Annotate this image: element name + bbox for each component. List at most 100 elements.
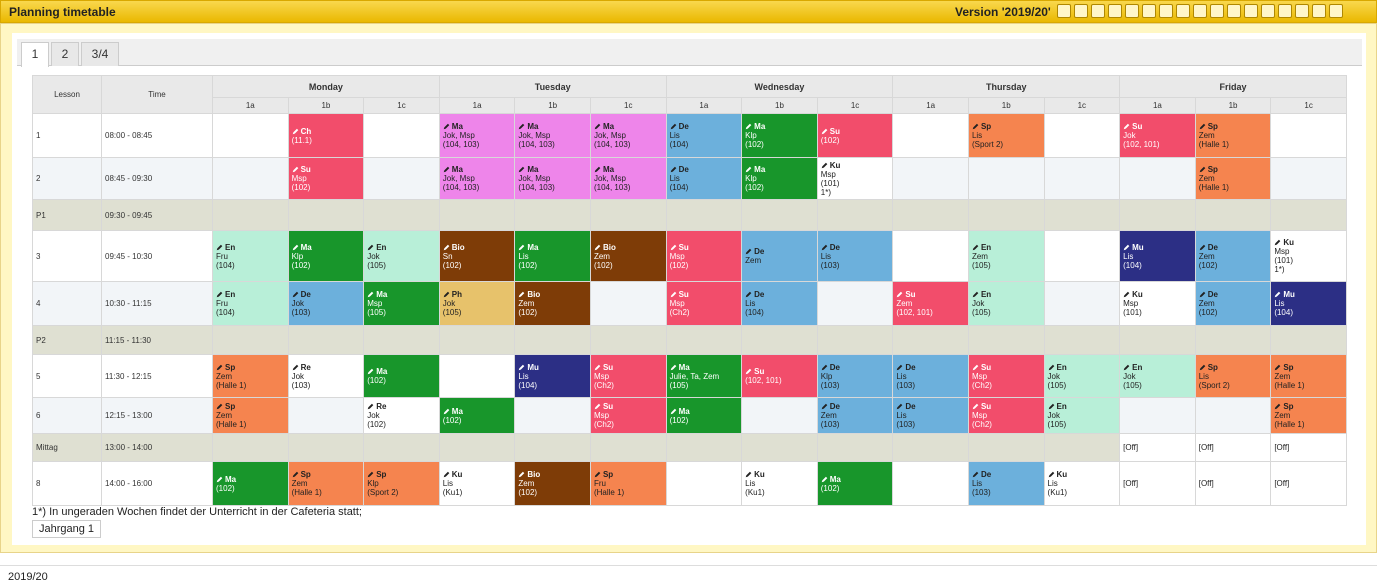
lesson-cell[interactable]: Sp Zem (Halle 1) (287, 461, 365, 506)
lesson-cell[interactable]: Mu Lis (104) (1119, 230, 1196, 282)
lesson-cell[interactable]: Ma Klp (102) (741, 157, 818, 200)
tool-button[interactable] (1091, 4, 1105, 18)
tool-button[interactable] (1295, 4, 1309, 18)
lesson-cell[interactable]: En Fru (104) (212, 230, 289, 282)
lesson-cell[interactable]: Ch (11.1) (287, 113, 365, 158)
lesson-cell[interactable]: En Jok (105) (1043, 397, 1121, 434)
lesson-cell[interactable]: En Fru (104) (212, 281, 289, 326)
lesson-cell[interactable]: Ma Jok, Msp (104, 103) (589, 157, 667, 200)
lesson-cell[interactable]: De Klp (103) (816, 354, 894, 398)
lesson-cell[interactable]: Sp Lis (Sport 2) (967, 113, 1045, 158)
lesson-cell[interactable]: Ku Msp (101) 1*) (816, 157, 894, 200)
lesson-cell[interactable]: Su Zem (102, 101) (892, 281, 969, 326)
tab[interactable]: 2 (51, 42, 79, 66)
lesson-cell[interactable]: De Lis (104) (665, 113, 743, 158)
tool-button[interactable] (1159, 4, 1173, 18)
tool-button[interactable] (1125, 4, 1139, 18)
lesson-cell[interactable]: Ma (102) (363, 354, 440, 398)
lesson-cell[interactable]: De Zem (741, 230, 818, 282)
lesson-cell[interactable]: De Lis (103) (892, 354, 969, 398)
class-button[interactable]: Jahrgang 1 (32, 520, 102, 538)
lesson-cell[interactable]: Ma (102) (665, 397, 743, 434)
lesson-cell[interactable]: Ku Lis (Ku1) (438, 461, 516, 506)
lesson-cell[interactable]: [Off] (1119, 433, 1196, 462)
lesson-cell[interactable]: Su (102, 101) (741, 354, 818, 398)
lesson-cell[interactable]: De Zem (102) (1194, 281, 1272, 326)
tool-button[interactable] (1278, 4, 1292, 18)
tool-button[interactable] (1193, 4, 1207, 18)
lesson-cell[interactable]: Ku Lis (Ku1) (1043, 461, 1121, 506)
lesson-cell[interactable]: Ma Jok, Msp (104, 103) (514, 113, 591, 158)
tool-button[interactable] (1074, 4, 1088, 18)
lesson-cell[interactable]: Su Jok (102, 101) (1119, 113, 1196, 158)
tool-button[interactable] (1057, 4, 1071, 18)
lesson-cell[interactable]: Ma Jok, Msp (104, 103) (514, 157, 591, 200)
lesson-cell[interactable]: Su Msp (Ch2) (589, 397, 667, 434)
tool-button[interactable] (1244, 4, 1258, 18)
lesson-cell[interactable]: Sp Zem (Halle 1) (212, 354, 289, 398)
lesson-cell[interactable]: [Off] (1194, 433, 1272, 462)
lesson-cell[interactable]: Sp Zem (Halle 1) (1194, 157, 1272, 200)
lesson-cell[interactable]: Mu Lis (104) (1270, 281, 1347, 326)
lesson-cell[interactable]: Sp Zem (Halle 1) (1270, 397, 1347, 434)
lesson-cell[interactable]: Re Jok (103) (287, 354, 365, 398)
lesson-cell[interactable]: De Lis (103) (967, 461, 1045, 506)
lesson-cell[interactable]: Sp Fru (Halle 1) (589, 461, 667, 506)
tab[interactable]: 1 (21, 42, 49, 67)
lesson-cell[interactable]: Ma Lis (102) (514, 230, 591, 282)
tool-button[interactable] (1108, 4, 1122, 18)
lesson-cell[interactable]: Bio Sn (102) (438, 230, 516, 282)
lesson-cell[interactable]: Bio Zem (102) (514, 461, 591, 506)
lesson-cell[interactable]: [Off] (1119, 461, 1196, 506)
lesson-cell[interactable]: De Lis (104) (665, 157, 743, 200)
lesson-cell[interactable]: Sp Zem (Halle 1) (1270, 354, 1347, 398)
lesson-cell[interactable]: Ph Jok (105) (438, 281, 516, 326)
lesson-cell[interactable]: Sp Lis (Sport 2) (1194, 354, 1272, 398)
lesson-cell[interactable]: Su Msp (Ch2) (589, 354, 667, 398)
lesson-cell[interactable]: Re Jok (102) (363, 397, 440, 434)
lesson-cell[interactable]: Su Msp (102) (287, 157, 365, 200)
lesson-cell[interactable]: De Lis (104) (741, 281, 818, 326)
lesson-cell[interactable]: Ma (102) (816, 461, 894, 506)
tool-button[interactable] (1261, 4, 1275, 18)
lesson-cell[interactable]: Ma Jok, Msp (104, 103) (438, 157, 516, 200)
lesson-cell[interactable]: En Zem (105) (967, 230, 1045, 282)
lesson-cell[interactable]: [Off] (1194, 461, 1272, 506)
lesson-cell[interactable]: Su Msp (Ch2) (665, 281, 743, 326)
lesson-cell[interactable]: De Lis (103) (816, 230, 894, 282)
lesson-cell[interactable]: Sp Zem (Halle 1) (212, 397, 289, 434)
tool-button[interactable] (1210, 4, 1224, 18)
lesson-cell[interactable]: De Jok (103) (287, 281, 365, 326)
tool-button[interactable] (1227, 4, 1241, 18)
lesson-cell[interactable]: Ma Msp (105) (363, 281, 440, 326)
lesson-cell[interactable]: De Lis (103) (892, 397, 969, 434)
lesson-cell[interactable]: Ma Julie, Ta, Zem (105) (665, 354, 743, 398)
lesson-cell[interactable]: [Off] (1270, 433, 1347, 462)
lesson-cell[interactable]: Su Msp (Ch2) (967, 354, 1045, 398)
lesson-cell[interactable]: Su (102) (816, 113, 894, 158)
lesson-cell[interactable]: Ku Lis (Ku1) (741, 461, 818, 506)
lesson-cell[interactable]: Sp Klp (Sport 2) (363, 461, 440, 506)
tool-button[interactable] (1176, 4, 1190, 18)
lesson-cell[interactable]: Ma (102) (212, 461, 289, 506)
lesson-cell[interactable]: De Zem (103) (816, 397, 894, 434)
lesson-cell[interactable]: En Jok (105) (363, 230, 440, 282)
lesson-cell[interactable]: Ku Msp (101) (1119, 281, 1196, 326)
lesson-cell[interactable]: En Jok (105) (967, 281, 1045, 326)
lesson-cell[interactable]: Su Msp (Ch2) (967, 397, 1045, 434)
tool-button[interactable] (1142, 4, 1156, 18)
lesson-cell[interactable]: Ma Klp (102) (741, 113, 818, 158)
lesson-cell[interactable]: Bio Zem (102) (514, 281, 591, 326)
lesson-cell[interactable]: En Jok (105) (1119, 354, 1196, 398)
lesson-cell[interactable]: En Jok (105) (1043, 354, 1121, 398)
lesson-cell[interactable]: Ma Jok, Msp (104, 103) (438, 113, 516, 158)
lesson-cell[interactable]: De Zem (102) (1194, 230, 1272, 282)
lesson-cell[interactable]: Ma Klp (102) (287, 230, 365, 282)
tool-button[interactable] (1312, 4, 1326, 18)
lesson-cell[interactable]: Mu Lis (104) (514, 354, 591, 398)
lesson-cell[interactable]: [Off] (1270, 461, 1347, 506)
lesson-cell[interactable]: Sp Zem (Halle 1) (1194, 113, 1272, 158)
lesson-cell[interactable]: Ku Msp (101) 1*) (1270, 230, 1347, 282)
lesson-cell[interactable]: Bio Zem (102) (589, 230, 667, 282)
tab[interactable]: 3/4 (81, 42, 119, 66)
